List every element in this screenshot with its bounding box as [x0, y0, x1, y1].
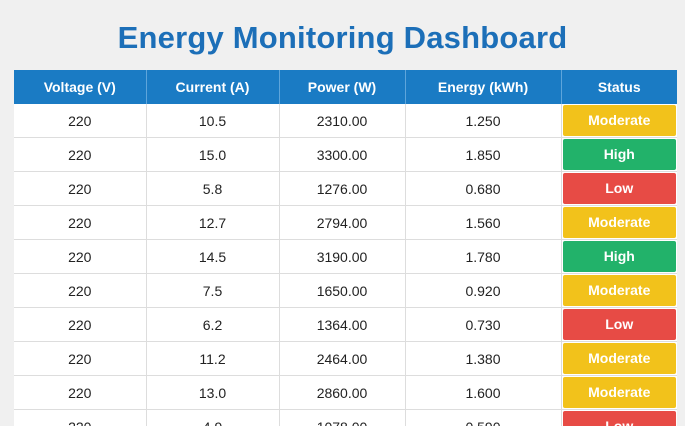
status-cell: High [561, 137, 677, 172]
status-cell: Moderate [561, 375, 677, 410]
table-header-row: Voltage (V) Current (A) Power (W) Energy… [14, 70, 677, 104]
power-cell: 1078.00 [279, 409, 406, 426]
current-cell: 14.5 [146, 239, 280, 274]
current-cell: 12.7 [146, 205, 280, 240]
table-row: 220 12.7 2794.00 1.560 Moderate [14, 205, 677, 240]
table-row: 220 10.5 2310.00 1.250 Moderate [14, 104, 677, 138]
current-cell: 15.0 [146, 137, 280, 172]
current-cell: 6.2 [146, 307, 280, 342]
table-row: 220 15.0 3300.00 1.850 High [14, 137, 677, 172]
status-badge: Moderate [562, 105, 676, 136]
voltage-cell: 220 [14, 307, 147, 342]
table-row: 2204.91078.000.590Low [14, 409, 677, 426]
table-row: 220 7.5 1650.00 0.920 Moderate [14, 273, 677, 308]
column-header-current: Current (A) [146, 70, 280, 104]
power-cell: 3190.00 [279, 239, 406, 274]
status-cell: Low [561, 171, 677, 206]
voltage-cell: 220 [14, 104, 147, 138]
voltage-cell: 220 [14, 205, 147, 240]
status-cell: Low [561, 307, 677, 342]
energy-cell: 1.600 [405, 375, 562, 410]
column-header-status: Status [561, 70, 677, 104]
column-header-energy: Energy (kWh) [405, 70, 562, 104]
energy-table: Voltage (V) Current (A) Power (W) Energy… [14, 70, 677, 426]
power-cell: 2464.00 [279, 341, 406, 376]
status-cell: Moderate [561, 273, 677, 308]
table-body: 220 10.5 2310.00 1.250 Moderate 220 15.0 3300.0… [14, 104, 677, 426]
status-badge: Low [562, 309, 676, 340]
energy-cell: 0.680 [405, 171, 562, 206]
voltage-cell: 220 [14, 239, 147, 274]
column-header-power: Power (W) [279, 70, 406, 104]
power-cell: 1650.00 [279, 273, 406, 308]
energy-table-container[interactable]: Voltage (V) Current (A) Power (W) Energy… [14, 70, 677, 426]
voltage-cell: 220 [14, 273, 147, 308]
status-badge: Moderate [562, 377, 676, 408]
column-header-voltage: Voltage (V) [14, 70, 147, 104]
status-badge: High [562, 241, 676, 272]
status-badge: Low [562, 173, 676, 204]
energy-cell: 0.920 [405, 273, 562, 308]
current-cell: 13.0 [146, 375, 280, 410]
table-row: 220 11.2 2464.00 1.380 Moderate [14, 341, 677, 376]
status-badge: Moderate [562, 343, 676, 374]
power-cell: 1276.00 [279, 171, 406, 206]
status-badge: Low [562, 411, 676, 426]
current-cell: 5.8 [146, 171, 280, 206]
energy-cell: 1.560 [405, 205, 562, 240]
power-cell: 2310.00 [279, 104, 406, 138]
status-cell: High [561, 239, 677, 274]
energy-cell: 0.590 [405, 409, 562, 426]
table-row: 220 5.8 1276.00 0.680 Low [14, 171, 677, 206]
energy-cell: 0.730 [405, 307, 562, 342]
table-row: 220 13.0 2860.00 1.600 Moderate [14, 375, 677, 410]
energy-cell: 1.250 [405, 104, 562, 138]
current-cell: 4.9 [146, 409, 280, 426]
current-cell: 7.5 [146, 273, 280, 308]
energy-cell: 1.850 [405, 137, 562, 172]
voltage-cell: 220 [14, 409, 147, 426]
power-cell: 2860.00 [279, 375, 406, 410]
energy-cell: 1.780 [405, 239, 562, 274]
table-row: 220 14.5 3190.00 1.780 High [14, 239, 677, 274]
voltage-cell: 220 [14, 137, 147, 172]
voltage-cell: 220 [14, 171, 147, 206]
current-cell: 10.5 [146, 104, 280, 138]
voltage-cell: 220 [14, 341, 147, 376]
status-cell: Moderate [561, 104, 677, 138]
energy-cell: 1.380 [405, 341, 562, 376]
voltage-cell: 220 [14, 375, 147, 410]
table-row: 220 6.2 1364.00 0.730 Low [14, 307, 677, 342]
status-cell: Moderate [561, 341, 677, 376]
status-badge: Moderate [562, 207, 676, 238]
current-cell: 11.2 [146, 341, 280, 376]
power-cell: 2794.00 [279, 205, 406, 240]
status-badge: Moderate [562, 275, 676, 306]
power-cell: 1364.00 [279, 307, 406, 342]
status-cell: Moderate [561, 205, 677, 240]
power-cell: 3300.00 [279, 137, 406, 172]
page-title: Energy Monitoring Dashboard [117, 20, 568, 55]
status-badge: High [562, 139, 676, 170]
status-cell: Low [561, 409, 677, 426]
